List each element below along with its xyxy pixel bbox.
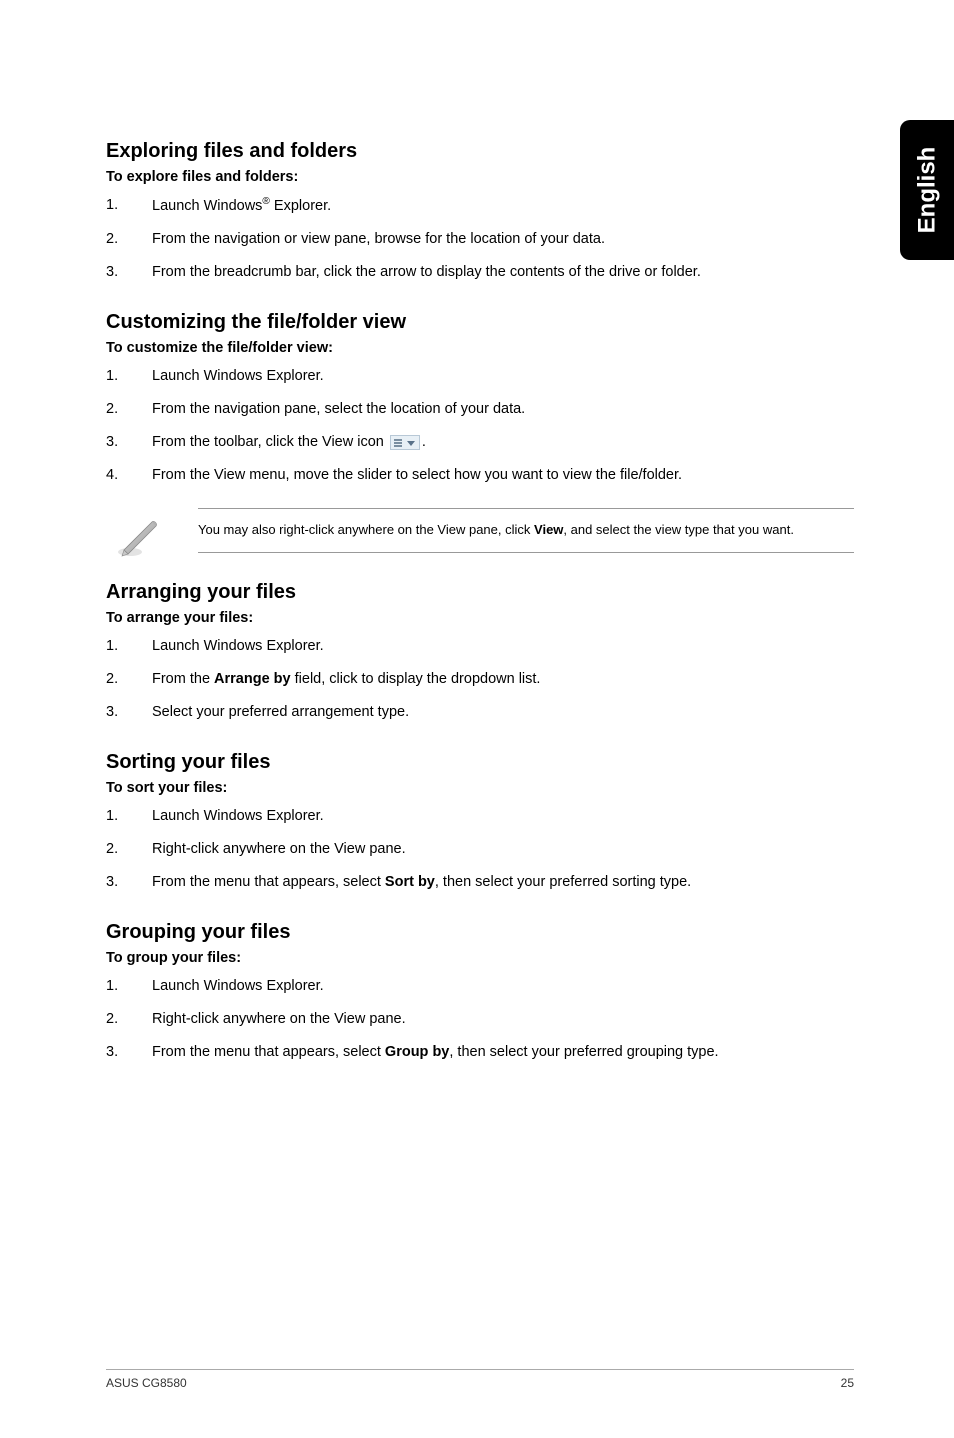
step-text-pre: From the menu that appears, select <box>152 874 385 890</box>
step-text: Right-click anywhere on the View pane. <box>152 841 406 857</box>
list-item: 1. Launch Windows® Explorer. <box>106 195 854 217</box>
list-item: 1. Launch Windows Explorer. <box>106 976 854 997</box>
step-bold: Arrange by <box>214 671 291 687</box>
subhead-arranging: To arrange your files: <box>106 610 854 626</box>
list-item: 4. From the View menu, move the slider to… <box>106 465 854 486</box>
step-text-post: , then select your preferred sorting typ… <box>435 874 691 890</box>
step-number: 3. <box>106 872 118 893</box>
step-number: 1. <box>106 636 118 657</box>
step-number: 2. <box>106 1009 118 1030</box>
steps-sorting: 1. Launch Windows Explorer. 2. Right-click… <box>106 806 854 893</box>
step-number: 2. <box>106 229 118 250</box>
subhead-exploring: To explore files and folders: <box>106 169 854 185</box>
steps-customizing: 1. Launch Windows Explorer. 2. From the na… <box>106 366 854 486</box>
step-text-post: . <box>422 434 426 450</box>
note-bold: View <box>534 522 563 537</box>
step-text: From the View menu, move the slider to s… <box>152 467 682 483</box>
step-text: Launch Windows Explorer. <box>152 808 324 824</box>
steps-arranging: 1. Launch Windows Explorer. 2. From the Ar… <box>106 636 854 723</box>
step-number: 1. <box>106 366 118 387</box>
step-number: 3. <box>106 432 118 453</box>
step-number: 2. <box>106 839 118 860</box>
footer: ASUS CG8580 25 <box>106 1369 854 1390</box>
step-text: From the navigation pane, select the loc… <box>152 401 525 417</box>
list-item: 3. From the menu that appears, select Sor… <box>106 872 854 893</box>
note-text: You may also right-click anywhere on the… <box>198 508 854 553</box>
step-number: 2. <box>106 669 118 690</box>
step-text: Launch Windows Explorer. <box>152 978 324 994</box>
subhead-grouping: To group your files: <box>106 950 854 966</box>
step-text: Select your preferred arrangement type. <box>152 704 409 720</box>
list-item: 3. Select your preferred arrangement type… <box>106 702 854 723</box>
step-text-pre: From the <box>152 671 214 687</box>
heading-sorting: Sorting your files <box>106 751 854 774</box>
step-number: 3. <box>106 702 118 723</box>
list-item: 2. Right-click anywhere on the View pane. <box>106 1009 854 1030</box>
step-text: Launch Windows Explorer. <box>152 638 324 654</box>
steps-grouping: 1. Launch Windows Explorer. 2. Right-click… <box>106 976 854 1063</box>
subhead-customizing: To customize the file/folder view: <box>106 340 854 356</box>
heading-arranging: Arranging your files <box>106 581 854 604</box>
note-post: , and select the view type that you want… <box>563 522 794 537</box>
step-number: 1. <box>106 806 118 827</box>
pencil-icon <box>116 510 164 558</box>
list-item: 1. Launch Windows Explorer. <box>106 636 854 657</box>
step-number: 2. <box>106 399 118 420</box>
footer-left: ASUS CG8580 <box>106 1376 187 1390</box>
step-text: Right-click anywhere on the View pane. <box>152 1011 406 1027</box>
list-item: 1. Launch Windows Explorer. <box>106 366 854 387</box>
list-item: 2. From the navigation or view pane, brow… <box>106 229 854 250</box>
step-number: 3. <box>106 262 118 283</box>
step-text: From the navigation or view pane, browse… <box>152 231 605 247</box>
heading-exploring: Exploring files and folders <box>106 140 854 163</box>
step-number: 4. <box>106 465 118 486</box>
note-block: You may also right-click anywhere on the… <box>106 508 854 553</box>
step-text-pre: From the toolbar, click the View icon <box>152 434 388 450</box>
list-item: 2. Right-click anywhere on the View pane. <box>106 839 854 860</box>
list-item: 2. From the navigation pane, select the l… <box>106 399 854 420</box>
view-icon <box>390 435 420 450</box>
list-item: 3. From the breadcrumb bar, click the arr… <box>106 262 854 283</box>
step-text-post: , then select your preferred grouping ty… <box>449 1044 718 1060</box>
steps-exploring: 1. Launch Windows® Explorer. 2. From the n… <box>106 195 854 283</box>
step-bold: Sort by <box>385 874 435 890</box>
language-tab-label: English <box>913 147 941 234</box>
step-text: Launch Windows® Explorer. <box>152 198 331 214</box>
list-item: 2. From the Arrange by field, click to di… <box>106 669 854 690</box>
heading-customizing: Customizing the file/folder view <box>106 311 854 334</box>
subhead-sorting: To sort your files: <box>106 780 854 796</box>
step-number: 1. <box>106 195 118 216</box>
step-text: From the breadcrumb bar, click the arrow… <box>152 264 701 280</box>
language-tab: English <box>900 120 954 260</box>
step-text: Launch Windows Explorer. <box>152 368 324 384</box>
step-text-post: field, click to display the dropdown lis… <box>291 671 541 687</box>
step-number: 3. <box>106 1042 118 1063</box>
list-item: 1. Launch Windows Explorer. <box>106 806 854 827</box>
list-item: 3. From the menu that appears, select Gro… <box>106 1042 854 1063</box>
step-text-pre: From the menu that appears, select <box>152 1044 385 1060</box>
note-pre: You may also right-click anywhere on the… <box>198 522 534 537</box>
footer-right: 25 <box>841 1376 854 1390</box>
step-number: 1. <box>106 976 118 997</box>
heading-grouping: Grouping your files <box>106 921 854 944</box>
step-bold: Group by <box>385 1044 449 1060</box>
list-item: 3.From the toolbar, click the View icon … <box>106 432 854 453</box>
